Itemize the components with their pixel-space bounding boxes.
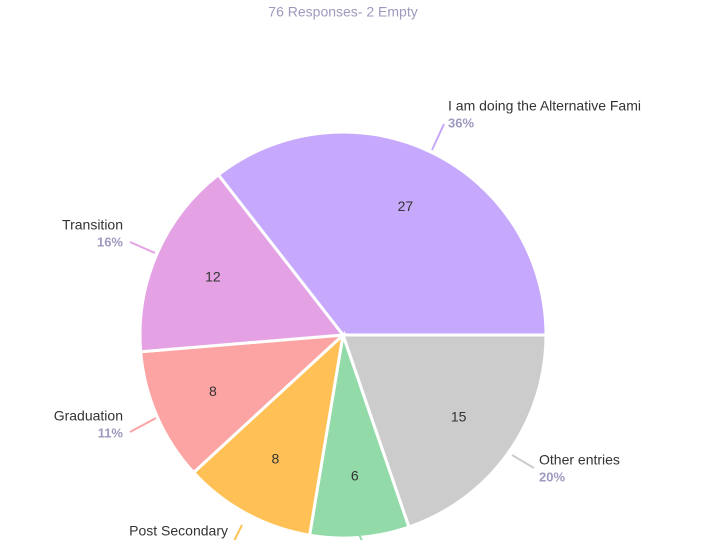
slice-label: Other entries xyxy=(539,452,620,468)
percent-label: 16% xyxy=(97,234,123,249)
leader-line xyxy=(511,454,535,469)
chart-subtitle: 76 Responses- 2 Empty xyxy=(268,4,417,20)
pie-slice xyxy=(138,172,346,354)
percent-label: 36% xyxy=(448,115,474,130)
value-label: 8 xyxy=(271,451,279,467)
leader-line xyxy=(233,524,243,540)
leader-line xyxy=(129,241,156,254)
value-label: 27 xyxy=(398,198,414,214)
leader-line xyxy=(357,531,363,540)
slice-label: Post Secondary xyxy=(129,523,228,539)
value-label: 12 xyxy=(205,269,221,285)
slice-label: I am doing the Alternative Fami xyxy=(448,98,641,114)
value-label: 6 xyxy=(351,467,359,483)
pie-slice xyxy=(191,330,346,537)
value-label: 15 xyxy=(451,408,467,424)
value-label: 8 xyxy=(209,383,217,399)
slice-label: Transition xyxy=(62,217,123,233)
leader-line xyxy=(431,123,445,151)
percent-label: 20% xyxy=(539,469,565,484)
pie-slice xyxy=(139,333,348,475)
percent-label: 11% xyxy=(98,425,124,440)
pie-slice xyxy=(216,130,548,337)
leader-line xyxy=(129,417,157,433)
slice-label: Graduation xyxy=(54,408,123,424)
